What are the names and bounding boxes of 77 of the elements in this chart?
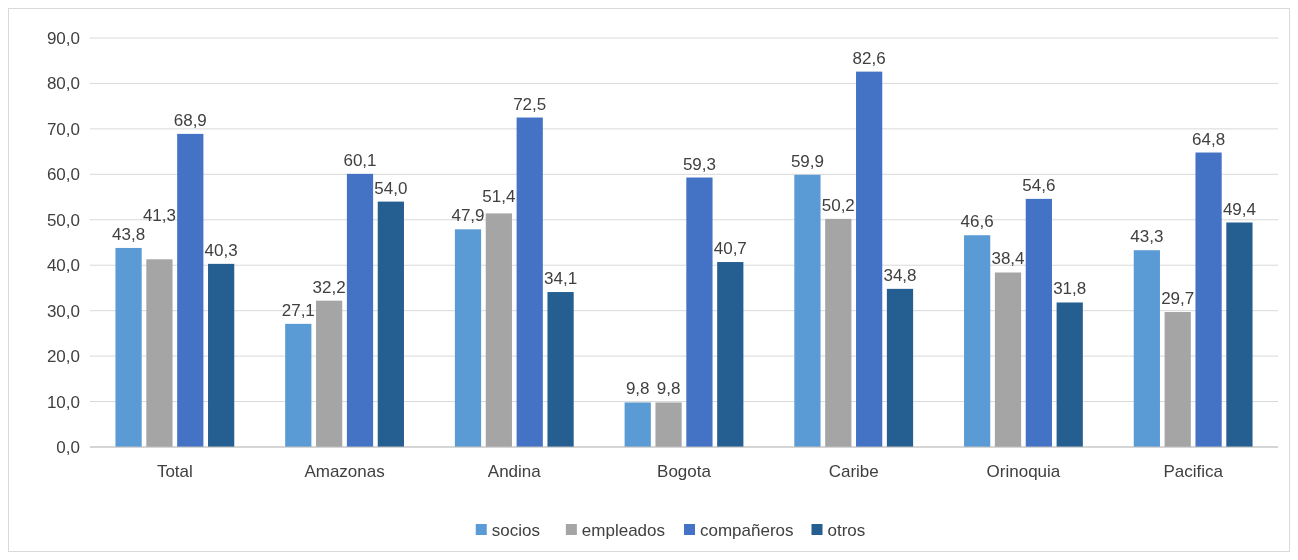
data-label: 54,6	[1022, 175, 1056, 195]
bar	[655, 402, 682, 447]
bar	[316, 300, 343, 447]
legend-label: otros	[827, 520, 866, 540]
bar	[1025, 198, 1052, 447]
data-label: 82,6	[852, 48, 886, 68]
bar	[516, 117, 543, 447]
data-label: 34,1	[544, 269, 578, 289]
y-tick-label: 30,0	[46, 301, 80, 321]
bar	[624, 402, 651, 447]
legend-label: compañeros	[700, 520, 794, 540]
data-label: 9,8	[625, 379, 650, 399]
y-tick-label: 0,0	[56, 437, 80, 457]
data-label: 50,2	[821, 195, 855, 215]
y-tick-label: 90,0	[46, 28, 80, 48]
bar	[547, 292, 574, 447]
data-label: 72,5	[513, 94, 547, 114]
bar	[285, 323, 312, 447]
data-label: 34,8	[883, 265, 917, 285]
bar	[717, 262, 744, 447]
data-label: 51,4	[482, 187, 516, 207]
bar	[964, 235, 991, 447]
bar	[115, 247, 142, 447]
data-label: 59,9	[790, 151, 824, 171]
bar	[825, 218, 852, 447]
data-label: 54,0	[374, 178, 408, 198]
bar	[1164, 312, 1191, 447]
bar	[886, 288, 914, 447]
bar	[377, 201, 404, 447]
x-tick-label: Total	[156, 462, 193, 481]
data-label: 60,1	[343, 150, 377, 170]
data-label: 31,8	[1053, 279, 1087, 299]
data-label: 43,3	[1130, 227, 1164, 247]
y-tick-label: 70,0	[46, 119, 80, 139]
bar	[1226, 222, 1253, 447]
x-tick-label: Caribe	[828, 462, 879, 481]
y-tick-label: 50,0	[46, 210, 80, 230]
data-label: 29,7	[1161, 289, 1195, 309]
x-tick-label: Pacifica	[1163, 462, 1224, 481]
data-label: 46,6	[960, 212, 994, 232]
y-tick-label: 80,0	[46, 74, 80, 94]
bar	[146, 259, 173, 447]
legend-label: socios	[491, 520, 540, 540]
y-tick-label: 10,0	[46, 392, 80, 412]
bar	[794, 174, 821, 447]
data-label: 49,4	[1222, 199, 1256, 219]
data-label: 32,2	[312, 277, 346, 297]
bar	[1133, 250, 1160, 447]
bar	[454, 229, 482, 447]
data-label: 43,8	[112, 224, 146, 244]
x-tick-label: Orinoquia	[986, 462, 1061, 481]
x-tick-label: Andina	[487, 462, 542, 481]
data-label: 68,9	[173, 110, 207, 130]
data-label: 59,3	[682, 154, 716, 174]
bar	[1056, 302, 1083, 447]
bar	[994, 272, 1022, 447]
x-tick-label: Amazonas	[304, 462, 385, 481]
bar	[346, 173, 374, 447]
data-label: 38,4	[991, 249, 1025, 269]
data-label: 40,3	[204, 240, 238, 260]
x-tick-label: Bogota	[657, 462, 712, 481]
y-tick-label: 20,0	[46, 347, 80, 367]
bar	[485, 213, 512, 447]
data-label: 64,8	[1192, 129, 1226, 149]
data-label: 9,8	[656, 379, 681, 399]
bar	[686, 177, 713, 447]
data-label: 41,3	[142, 205, 176, 225]
bar	[856, 71, 883, 447]
legend-label: empleados	[581, 520, 666, 540]
data-label: 47,9	[451, 206, 485, 226]
y-tick-label: 40,0	[46, 256, 80, 276]
bar	[208, 263, 235, 447]
bar	[177, 133, 204, 447]
bar	[1195, 152, 1222, 447]
y-tick-label: 60,0	[46, 165, 80, 185]
data-label: 27,1	[281, 300, 315, 320]
data-label: 40,7	[713, 239, 747, 259]
